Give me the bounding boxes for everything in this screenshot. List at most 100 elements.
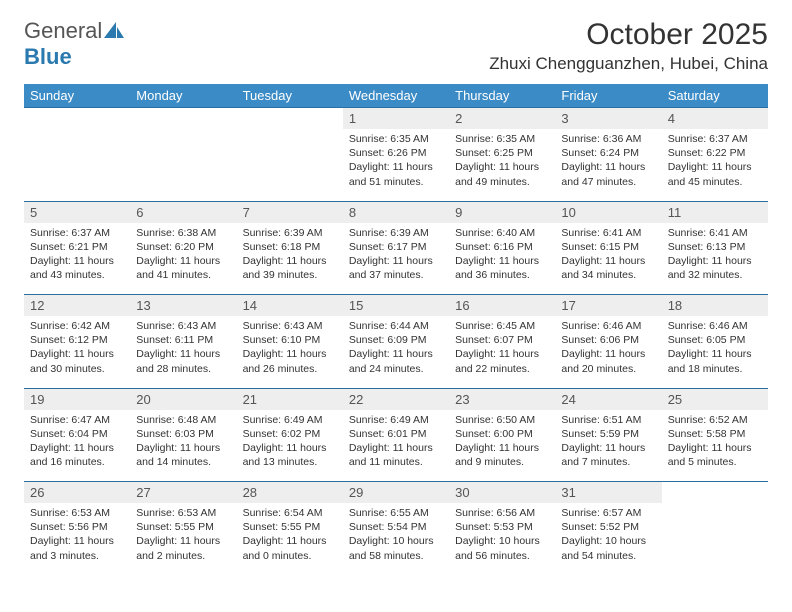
daylight-text: Daylight: 11 hours <box>349 441 443 455</box>
day-number-cell: 29 <box>343 482 449 504</box>
weekday-header: Friday <box>555 84 661 108</box>
daylight-text: Daylight: 11 hours <box>668 254 762 268</box>
sunrise-text: Sunrise: 6:37 AM <box>30 226 124 240</box>
day-number-cell <box>662 482 768 504</box>
day-number-cell: 16 <box>449 295 555 317</box>
sunset-text: Sunset: 6:26 PM <box>349 146 443 160</box>
sunrise-text: Sunrise: 6:48 AM <box>136 413 230 427</box>
daylight-text: and 37 minutes. <box>349 268 443 282</box>
day-detail-row: Sunrise: 6:35 AMSunset: 6:26 PMDaylight:… <box>24 129 768 201</box>
daylight-text: Daylight: 11 hours <box>136 347 230 361</box>
day-detail-cell <box>237 129 343 201</box>
sunset-text: Sunset: 6:09 PM <box>349 333 443 347</box>
day-detail-cell: Sunrise: 6:39 AMSunset: 6:18 PMDaylight:… <box>237 223 343 295</box>
day-number-cell: 1 <box>343 108 449 130</box>
daylight-text: and 26 minutes. <box>243 362 337 376</box>
daylight-text: Daylight: 11 hours <box>668 160 762 174</box>
sunset-text: Sunset: 6:10 PM <box>243 333 337 347</box>
sunset-text: Sunset: 6:01 PM <box>349 427 443 441</box>
sunrise-text: Sunrise: 6:45 AM <box>455 319 549 333</box>
sunset-text: Sunset: 6:20 PM <box>136 240 230 254</box>
day-detail-row: Sunrise: 6:53 AMSunset: 5:56 PMDaylight:… <box>24 503 768 575</box>
sunset-text: Sunset: 6:02 PM <box>243 427 337 441</box>
day-number-row: 567891011 <box>24 201 768 223</box>
day-number-cell: 15 <box>343 295 449 317</box>
calendar-table: Sunday Monday Tuesday Wednesday Thursday… <box>24 84 768 575</box>
day-number-cell: 22 <box>343 388 449 410</box>
day-number-cell: 31 <box>555 482 661 504</box>
daylight-text: Daylight: 11 hours <box>349 160 443 174</box>
sunset-text: Sunset: 6:12 PM <box>30 333 124 347</box>
sunset-text: Sunset: 6:04 PM <box>30 427 124 441</box>
sunrise-text: Sunrise: 6:35 AM <box>455 132 549 146</box>
day-detail-cell: Sunrise: 6:48 AMSunset: 6:03 PMDaylight:… <box>130 410 236 482</box>
location-text: Zhuxi Chengguanzhen, Hubei, China <box>489 54 768 74</box>
sunrise-text: Sunrise: 6:49 AM <box>349 413 443 427</box>
sunrise-text: Sunrise: 6:46 AM <box>668 319 762 333</box>
daylight-text: Daylight: 11 hours <box>668 347 762 361</box>
day-number-cell: 17 <box>555 295 661 317</box>
daylight-text: and 5 minutes. <box>668 455 762 469</box>
day-number-cell: 12 <box>24 295 130 317</box>
daylight-text: Daylight: 11 hours <box>455 254 549 268</box>
sunrise-text: Sunrise: 6:39 AM <box>349 226 443 240</box>
day-detail-cell: Sunrise: 6:39 AMSunset: 6:17 PMDaylight:… <box>343 223 449 295</box>
day-number-row: 1234 <box>24 108 768 130</box>
weekday-header: Monday <box>130 84 236 108</box>
logo-sail-icon <box>104 18 124 43</box>
sunrise-text: Sunrise: 6:35 AM <box>349 132 443 146</box>
sunrise-text: Sunrise: 6:56 AM <box>455 506 549 520</box>
day-detail-cell: Sunrise: 6:46 AMSunset: 6:05 PMDaylight:… <box>662 316 768 388</box>
day-detail-cell: Sunrise: 6:55 AMSunset: 5:54 PMDaylight:… <box>343 503 449 575</box>
daylight-text: and 28 minutes. <box>136 362 230 376</box>
sunset-text: Sunset: 6:07 PM <box>455 333 549 347</box>
day-detail-cell: Sunrise: 6:41 AMSunset: 6:13 PMDaylight:… <box>662 223 768 295</box>
sunset-text: Sunset: 6:15 PM <box>561 240 655 254</box>
daylight-text: and 16 minutes. <box>30 455 124 469</box>
title-block: October 2025 Zhuxi Chengguanzhen, Hubei,… <box>489 18 768 74</box>
day-number-cell: 4 <box>662 108 768 130</box>
sunset-text: Sunset: 6:18 PM <box>243 240 337 254</box>
sunrise-text: Sunrise: 6:42 AM <box>30 319 124 333</box>
sunset-text: Sunset: 6:05 PM <box>668 333 762 347</box>
daylight-text: and 30 minutes. <box>30 362 124 376</box>
day-detail-cell: Sunrise: 6:53 AMSunset: 5:55 PMDaylight:… <box>130 503 236 575</box>
daylight-text: and 11 minutes. <box>349 455 443 469</box>
day-detail-cell: Sunrise: 6:40 AMSunset: 6:16 PMDaylight:… <box>449 223 555 295</box>
sunrise-text: Sunrise: 6:57 AM <box>561 506 655 520</box>
daylight-text: and 39 minutes. <box>243 268 337 282</box>
sunset-text: Sunset: 6:03 PM <box>136 427 230 441</box>
sunrise-text: Sunrise: 6:54 AM <box>243 506 337 520</box>
sunrise-text: Sunrise: 6:53 AM <box>136 506 230 520</box>
sunrise-text: Sunrise: 6:36 AM <box>561 132 655 146</box>
daylight-text: Daylight: 11 hours <box>561 441 655 455</box>
day-number-cell: 6 <box>130 201 236 223</box>
daylight-text: Daylight: 11 hours <box>30 254 124 268</box>
daylight-text: and 18 minutes. <box>668 362 762 376</box>
day-detail-cell: Sunrise: 6:45 AMSunset: 6:07 PMDaylight:… <box>449 316 555 388</box>
day-number-cell: 27 <box>130 482 236 504</box>
daylight-text: Daylight: 11 hours <box>561 160 655 174</box>
day-number-cell: 5 <box>24 201 130 223</box>
sunset-text: Sunset: 5:52 PM <box>561 520 655 534</box>
day-detail-cell <box>662 503 768 575</box>
daylight-text: Daylight: 11 hours <box>561 254 655 268</box>
sunrise-text: Sunrise: 6:41 AM <box>668 226 762 240</box>
day-number-cell: 11 <box>662 201 768 223</box>
day-number-cell: 13 <box>130 295 236 317</box>
daylight-text: and 0 minutes. <box>243 549 337 563</box>
daylight-text: Daylight: 10 hours <box>561 534 655 548</box>
sunset-text: Sunset: 6:25 PM <box>455 146 549 160</box>
daylight-text: Daylight: 11 hours <box>561 347 655 361</box>
weekday-header: Sunday <box>24 84 130 108</box>
day-number-cell: 19 <box>24 388 130 410</box>
sunrise-text: Sunrise: 6:47 AM <box>30 413 124 427</box>
day-number-cell: 23 <box>449 388 555 410</box>
day-detail-cell: Sunrise: 6:54 AMSunset: 5:55 PMDaylight:… <box>237 503 343 575</box>
day-number-cell: 28 <box>237 482 343 504</box>
daylight-text: and 13 minutes. <box>243 455 337 469</box>
daylight-text: and 45 minutes. <box>668 175 762 189</box>
day-detail-cell: Sunrise: 6:46 AMSunset: 6:06 PMDaylight:… <box>555 316 661 388</box>
daylight-text: and 56 minutes. <box>455 549 549 563</box>
weekday-header: Thursday <box>449 84 555 108</box>
